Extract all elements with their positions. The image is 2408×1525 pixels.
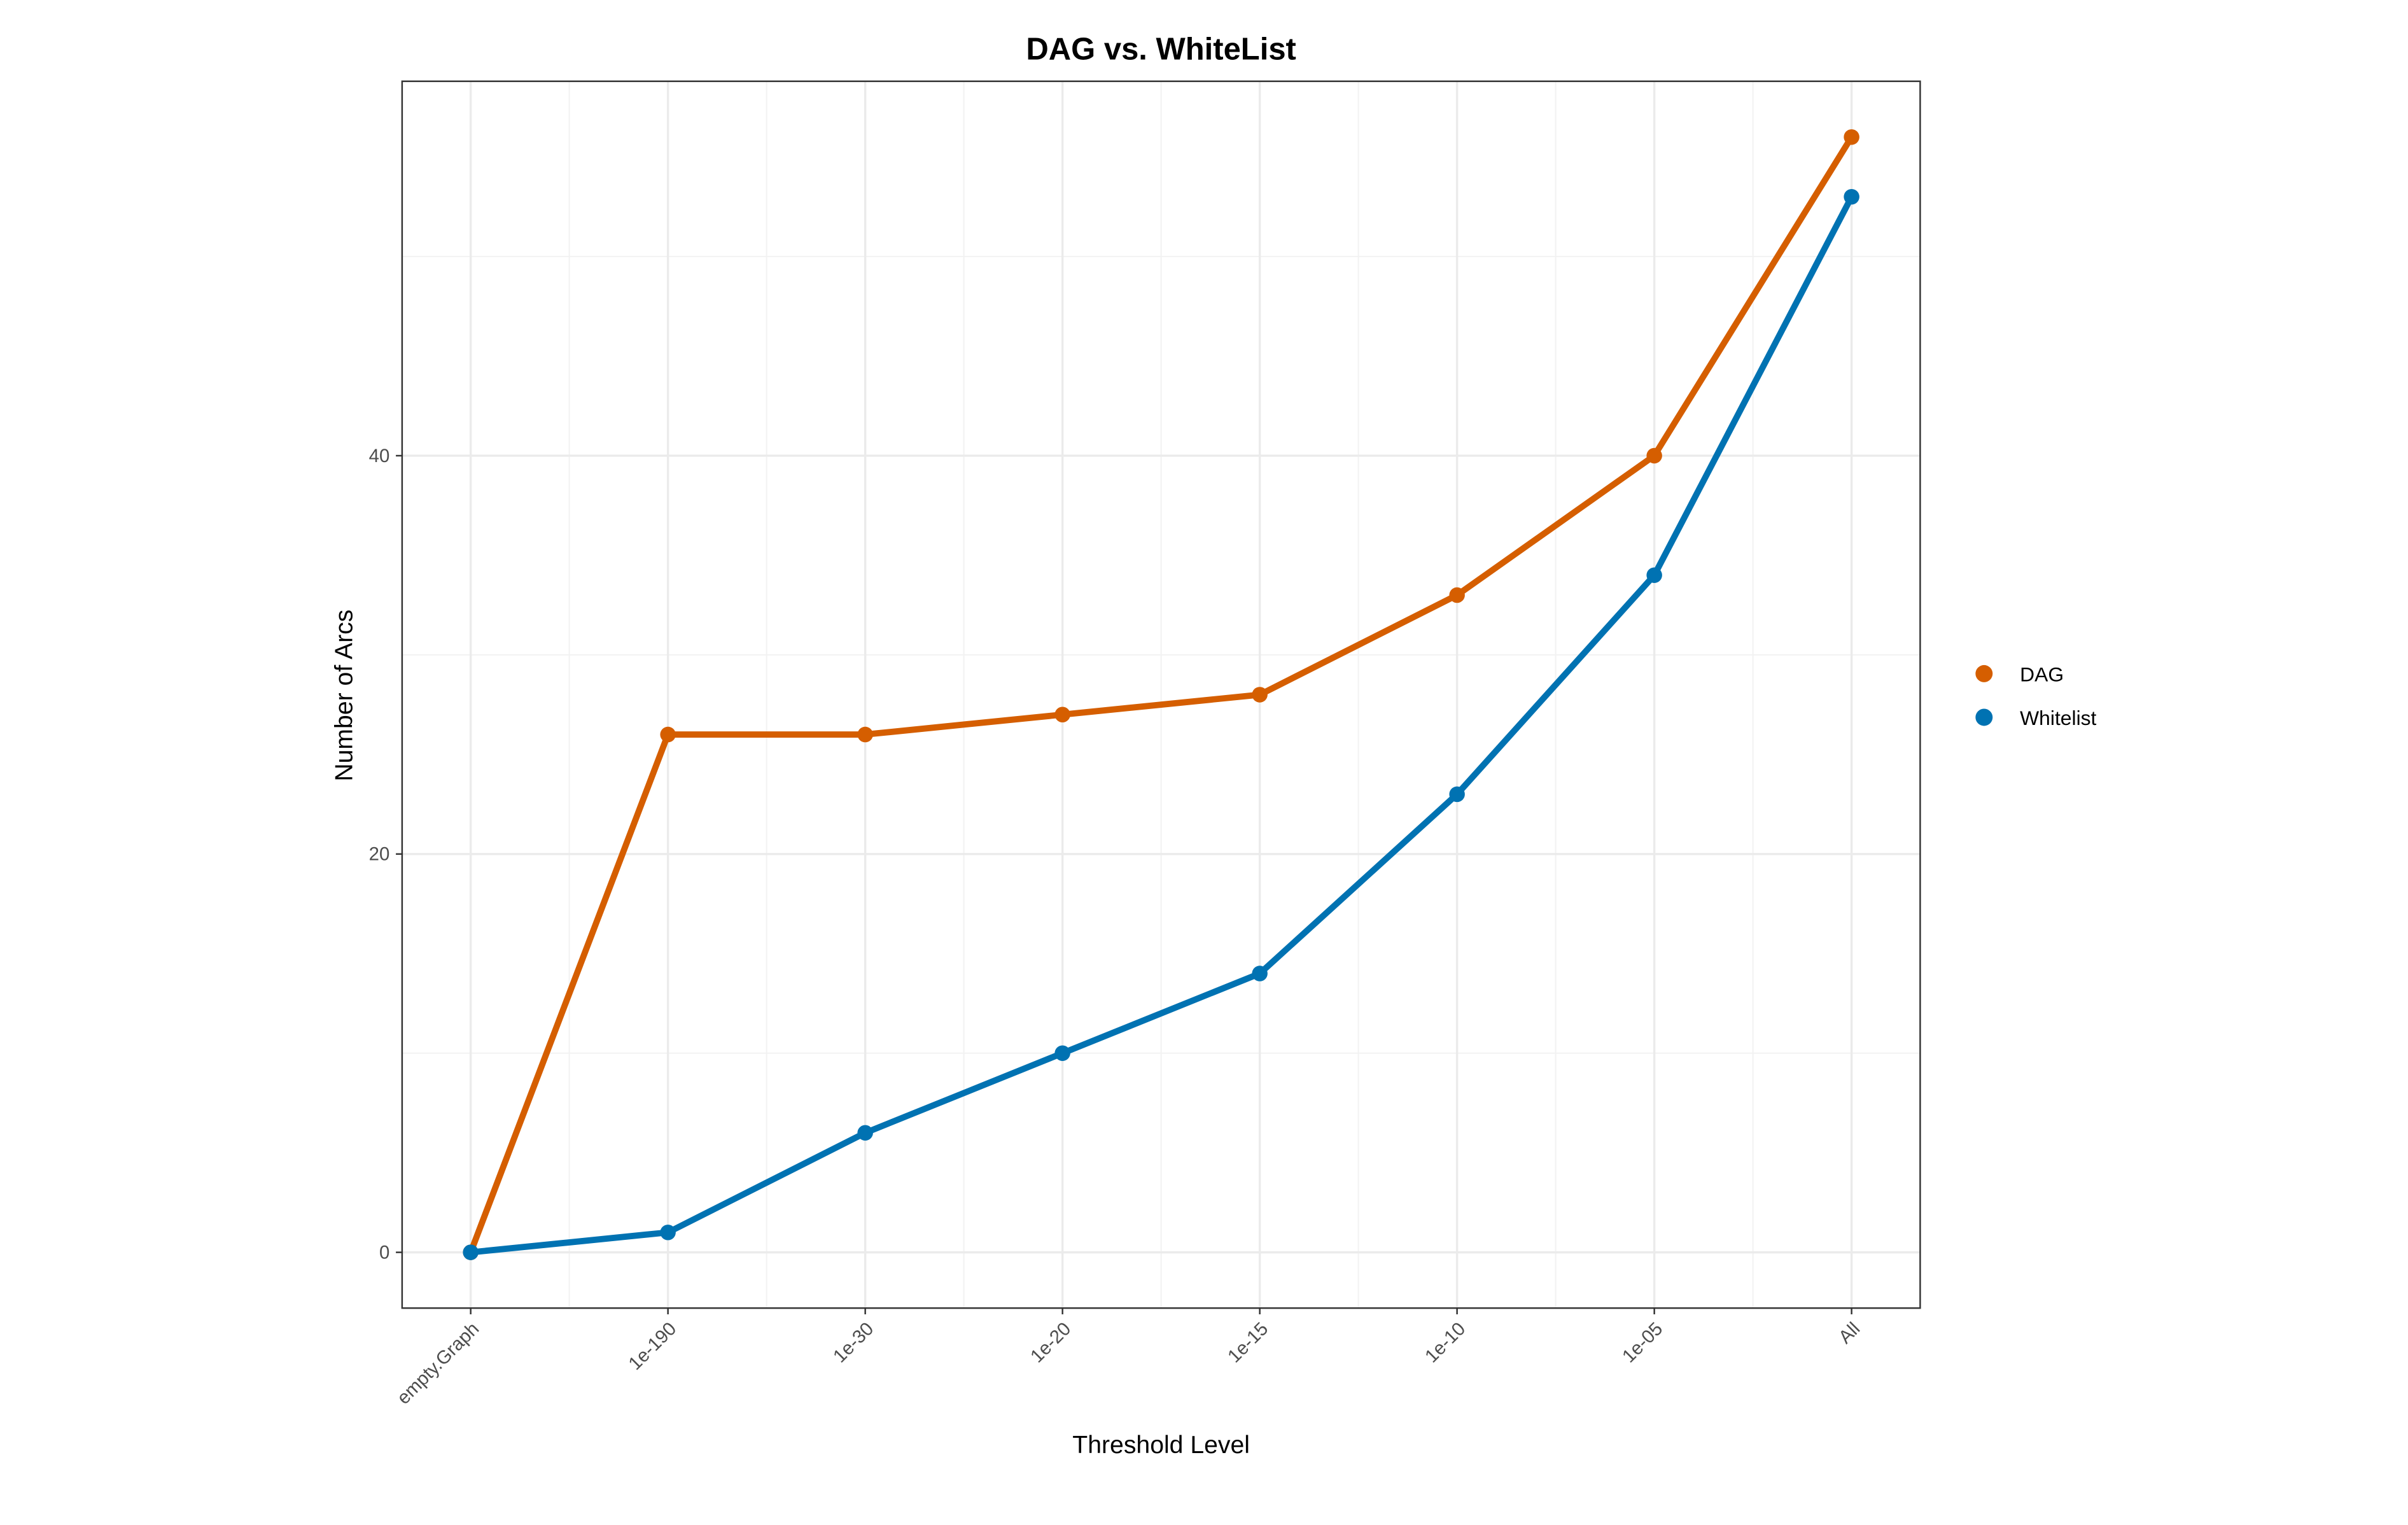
legend-label: DAG: [2020, 663, 2064, 686]
data-point: [660, 726, 676, 743]
data-point: [1054, 1045, 1070, 1061]
y-tick-label: 40: [369, 446, 390, 467]
series-line: [470, 195, 1854, 1256]
data-point: [1646, 567, 1662, 583]
data-point: [1449, 786, 1465, 803]
data-point: [1449, 587, 1465, 603]
x-axis-label: Threshold Level: [1072, 1431, 1250, 1459]
chart-title: DAG vs. WhiteList: [1026, 32, 1296, 66]
data-point: [857, 1125, 873, 1141]
legend-label: Whitelist: [2020, 706, 2096, 729]
legend-marker: [1975, 664, 1993, 682]
y-axis-label: Number of Arcs: [331, 610, 358, 782]
data-point: [1252, 687, 1268, 703]
data-point: [1252, 966, 1268, 981]
legend-marker: [1975, 708, 1993, 726]
data-point: [463, 1244, 479, 1260]
series-line: [468, 135, 1854, 1254]
data-point: [1646, 447, 1662, 464]
data-point: [660, 1225, 676, 1240]
data-point: [1844, 188, 1859, 205]
y-tick-label: 20: [369, 844, 390, 865]
data-point: [857, 726, 873, 743]
y-tick-label: 0: [379, 1242, 389, 1263]
plot-border: [401, 80, 1921, 1309]
data-point: [1054, 706, 1070, 722]
data-point: [1844, 129, 1859, 145]
